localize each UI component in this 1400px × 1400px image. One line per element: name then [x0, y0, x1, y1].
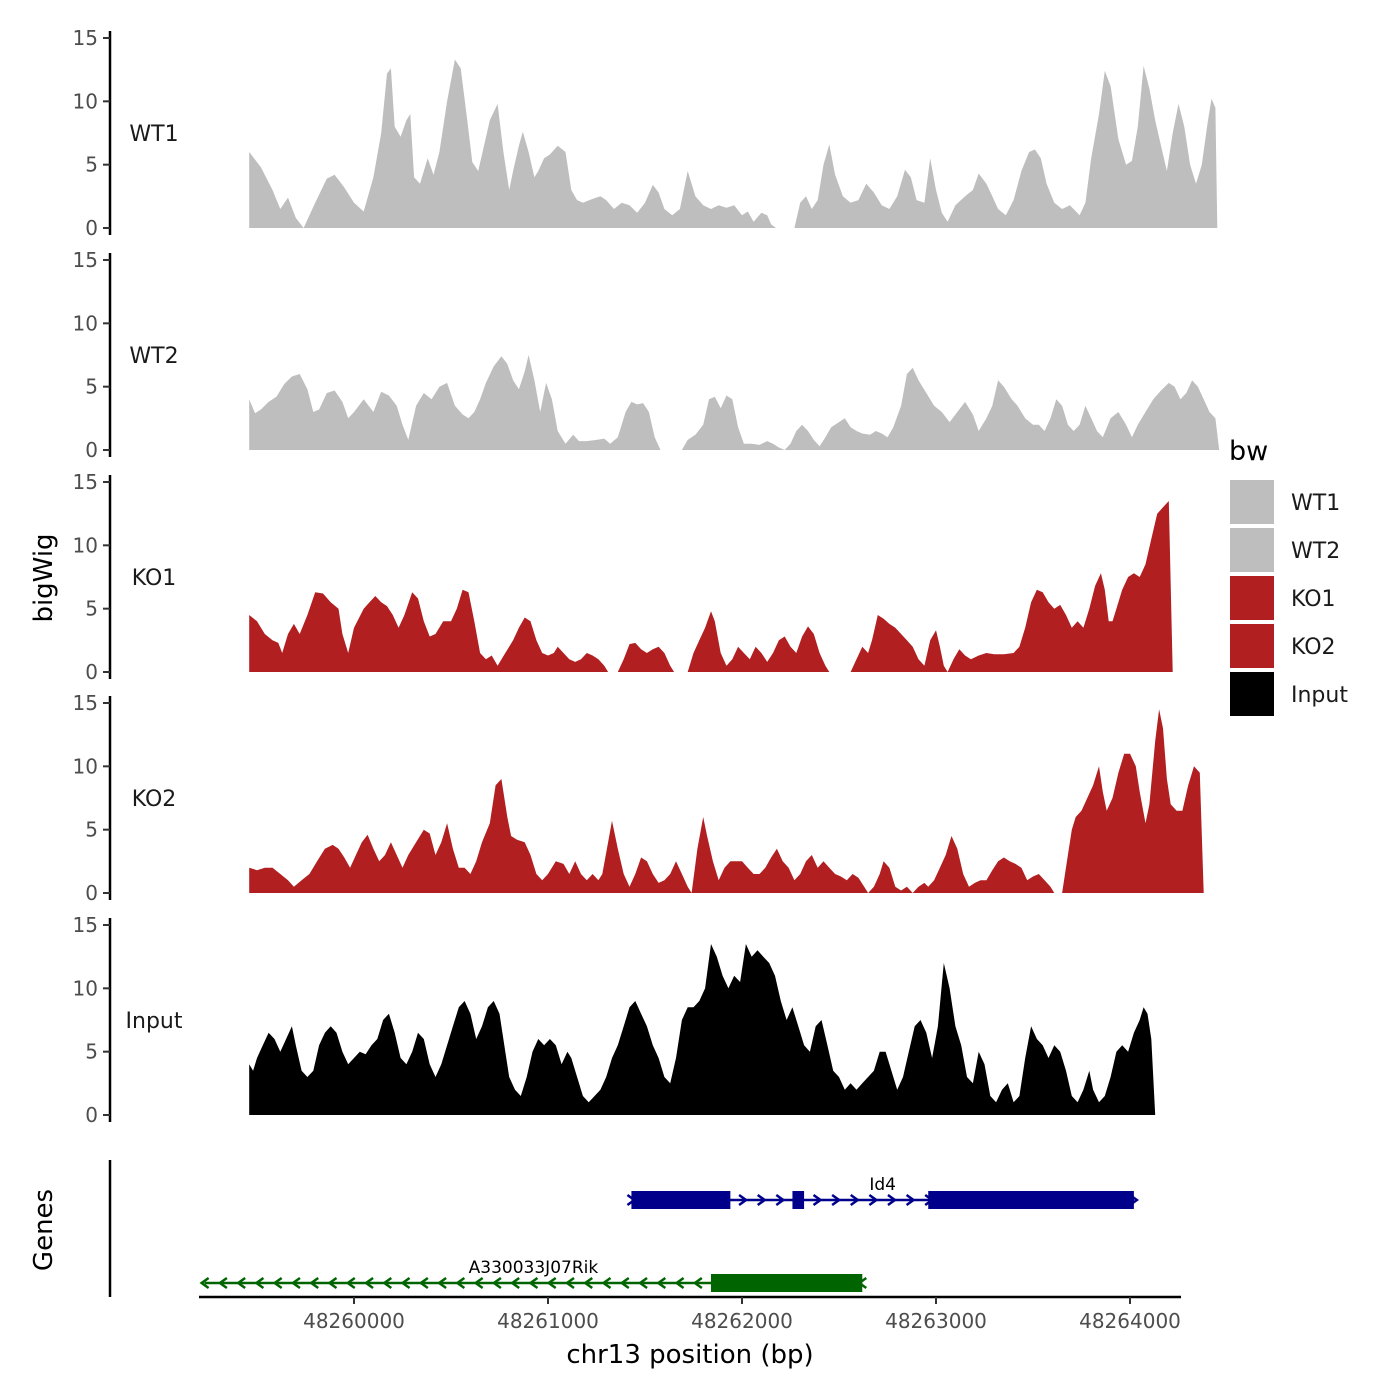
y-tick-label: 10	[73, 754, 98, 778]
track-wt2: 0 5 10 15 WT2	[73, 248, 1220, 462]
gene-a330033j07rik: A330033J07Rik	[202, 1258, 867, 1292]
legend-label: KO1	[1291, 587, 1336, 612]
exon	[711, 1274, 862, 1292]
coverage-area	[249, 590, 608, 672]
x-tick-label: 48263000	[885, 1309, 987, 1333]
legend-key	[1230, 624, 1274, 668]
y-tick-label: 5	[85, 597, 98, 621]
y-tick-label: 15	[73, 913, 98, 937]
legend-key	[1230, 480, 1274, 524]
track-ko1: 0 5 10 15 KO1	[73, 470, 1173, 684]
track-panels: 0 5 10 15 WT1 0 5 10 15 WT2 0 5 10 15 KO1 0 5 10 15 KO2 0 5 10…	[73, 26, 1220, 1127]
coverage-area	[249, 779, 1054, 893]
legend-label: Input	[1291, 683, 1348, 708]
gene-panel: Id4 A330033J07Rik	[110, 1160, 1137, 1297]
track-label: KO2	[132, 787, 177, 812]
x-tick-label: 48262000	[691, 1309, 793, 1333]
y-tick-label: 15	[73, 470, 98, 494]
chart: 0 5 10 15 WT1 0 5 10 15 WT2 0 5 10 15 KO1 0 5 10 15 KO2 0 5 10…	[0, 0, 1400, 1400]
coverage-area	[688, 611, 830, 672]
legend: bw WT1 WT2 KO1 KO2 Input	[1229, 436, 1348, 716]
track-input: 0 5 10 15 Input	[73, 913, 1156, 1127]
x-tick-label: 48261000	[497, 1309, 599, 1333]
coverage-area	[1062, 709, 1204, 893]
y-tick-label: 0	[85, 438, 98, 462]
coverage-area	[249, 944, 1155, 1115]
coverage-area	[618, 643, 674, 672]
y-tick-label: 10	[73, 533, 98, 557]
track-label: Input	[126, 1009, 183, 1034]
x-tick-label: 48260000	[303, 1309, 405, 1333]
legend-label: WT2	[1291, 539, 1340, 564]
y-tick-label: 0	[85, 216, 98, 240]
legend-key	[1230, 576, 1274, 620]
exon	[631, 1191, 730, 1209]
y-tick-label: 0	[85, 660, 98, 684]
track-label: WT2	[129, 344, 178, 369]
y-tick-label: 10	[73, 976, 98, 1000]
gene-panel-title: Genes	[29, 1189, 59, 1271]
y-tick-label: 10	[73, 311, 98, 335]
x-axis: 48260000 48261000 48262000 48263000 48264000	[199, 1297, 1181, 1333]
y-tick-label: 5	[85, 818, 98, 842]
exon	[928, 1191, 1134, 1209]
legend-title: bw	[1229, 436, 1268, 467]
coverage-area	[249, 355, 660, 450]
gene-id4: Id4	[627, 1175, 1136, 1209]
coverage-area	[794, 66, 1217, 228]
track-wt1: 0 5 10 15 WT1	[73, 26, 1218, 240]
y-tick-label: 5	[85, 375, 98, 399]
legend-key	[1230, 528, 1274, 572]
legend-key	[1230, 672, 1274, 716]
y-tick-label: 0	[85, 881, 98, 905]
coverage-area	[851, 501, 1173, 672]
y-axis-title: bigWig	[29, 533, 59, 622]
legend-label: KO2	[1291, 635, 1336, 660]
gene-label: A330033J07Rik	[469, 1258, 599, 1278]
track-label: KO1	[132, 566, 177, 591]
exon	[792, 1191, 804, 1209]
y-tick-label: 5	[85, 1040, 98, 1064]
track-label: WT1	[129, 122, 178, 147]
y-tick-label: 10	[73, 89, 98, 113]
coverage-area	[249, 60, 776, 229]
x-axis-title: chr13 position (bp)	[566, 1340, 813, 1370]
track-ko2: 0 5 10 15 KO2	[73, 691, 1204, 905]
y-tick-label: 5	[85, 153, 98, 177]
y-tick-label: 0	[85, 1103, 98, 1127]
x-tick-label: 48264000	[1079, 1309, 1181, 1333]
gene-label: Id4	[869, 1175, 896, 1195]
coverage-area	[682, 368, 1219, 450]
y-tick-label: 15	[73, 691, 98, 715]
y-tick-label: 15	[73, 26, 98, 50]
y-tick-label: 15	[73, 248, 98, 272]
legend-label: WT1	[1291, 491, 1340, 516]
